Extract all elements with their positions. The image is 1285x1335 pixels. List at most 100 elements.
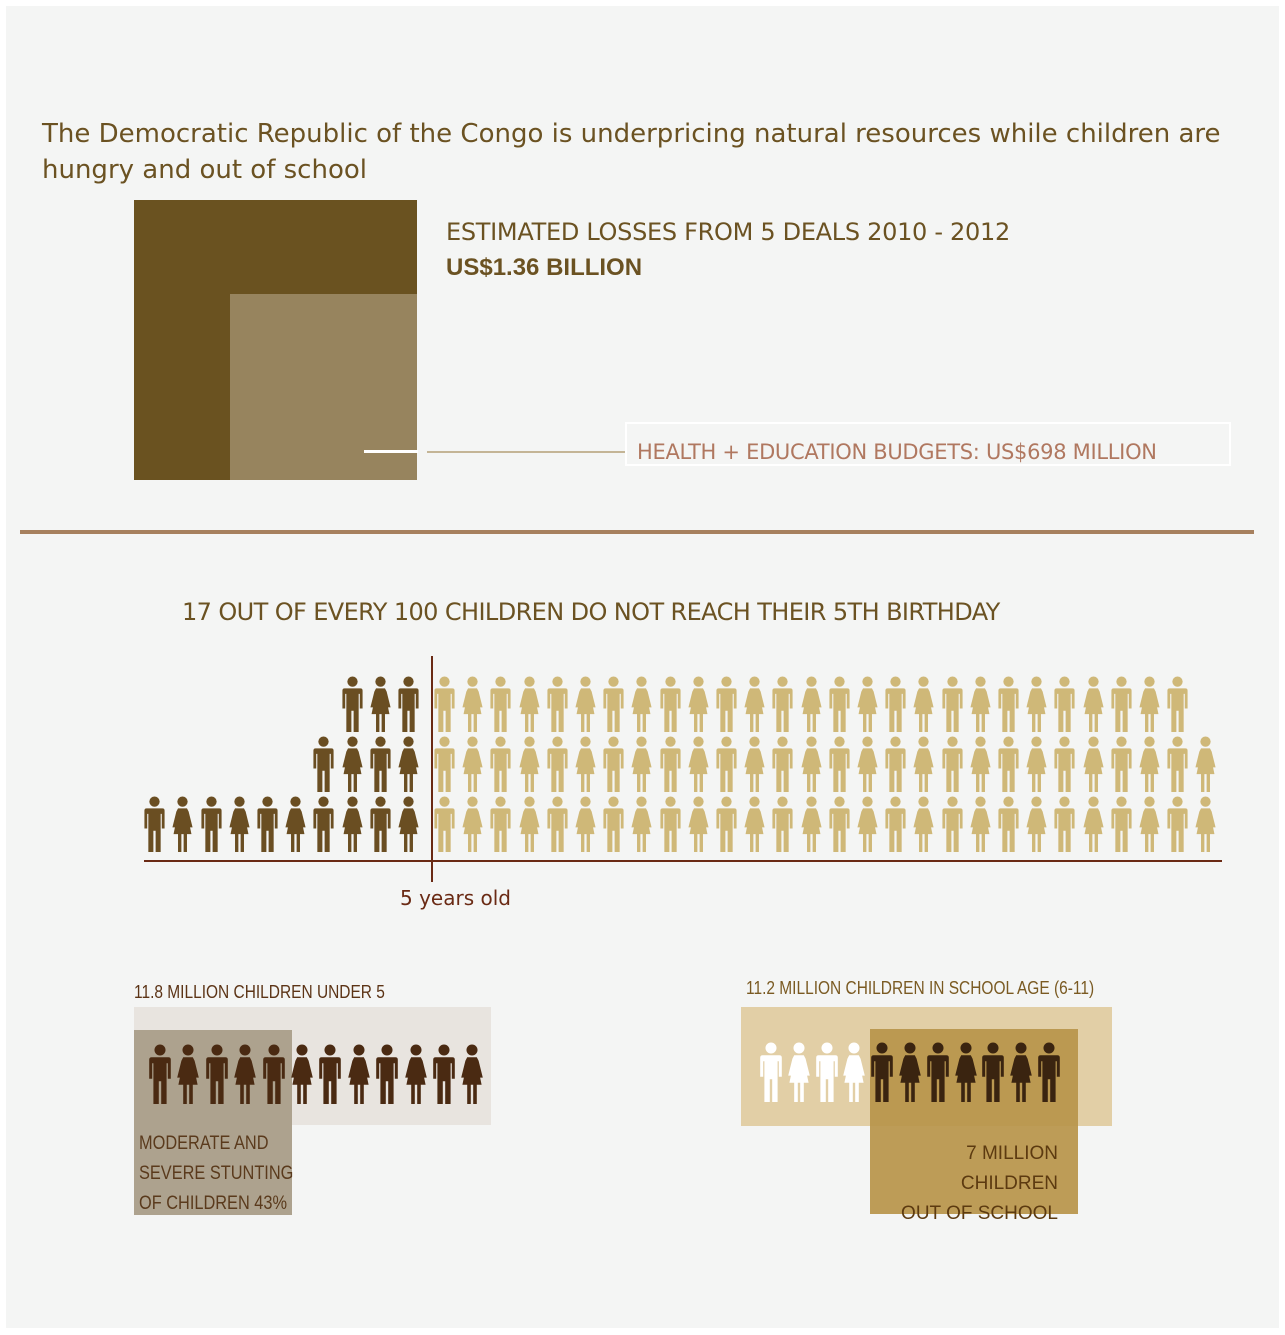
person-icon (148, 1044, 172, 1109)
person-icon (602, 676, 625, 737)
person-icon (912, 736, 935, 797)
person-icon (489, 736, 512, 797)
person-icon (856, 736, 879, 797)
person-icon (659, 796, 682, 857)
person-icon (815, 1042, 839, 1107)
person-icon (262, 1044, 286, 1109)
person-icon (574, 736, 597, 797)
person-icon (200, 796, 223, 857)
person-icon (1110, 796, 1133, 857)
person-icon (284, 796, 307, 857)
person-icon (687, 676, 710, 737)
person-icon (518, 736, 541, 797)
losses-label: ESTIMATED LOSSES FROM 5 DEALS 2010 - 201… (446, 218, 1010, 246)
person-icon (856, 796, 879, 857)
person-icon (828, 736, 851, 797)
person-icon (800, 736, 823, 797)
person-icon (828, 676, 851, 737)
person-icon (602, 736, 625, 797)
person-icon (489, 796, 512, 857)
person-icon (205, 1044, 229, 1109)
person-icon (630, 736, 653, 797)
person-icon (546, 796, 569, 857)
person-icon (941, 796, 964, 857)
person-icon (926, 1042, 950, 1107)
person-icon (759, 1042, 783, 1107)
mortality-title: 17 OUT OF EVERY 100 CHILDREN DO NOT REAC… (182, 598, 1000, 626)
person-icon (397, 676, 420, 737)
person-icon (659, 676, 682, 737)
person-icon (256, 796, 279, 857)
person-icon (1166, 676, 1189, 737)
person-icon (518, 676, 541, 737)
person-icon (369, 736, 392, 797)
person-icon (1194, 736, 1217, 797)
person-icon (341, 736, 364, 797)
person-icon (461, 736, 484, 797)
person-icon (743, 736, 766, 797)
person-icon (1166, 796, 1189, 857)
losses-value: US$1.36 BILLION (446, 254, 643, 281)
person-icon (574, 676, 597, 737)
headline: The Democratic Republic of the Congo is … (42, 119, 1221, 185)
person-icon (715, 796, 738, 857)
age-label: 5 years old (400, 886, 511, 910)
person-icon (787, 1042, 811, 1107)
person-icon (228, 796, 251, 857)
person-icon (1194, 796, 1217, 857)
person-icon (856, 676, 879, 737)
person-icon (969, 796, 992, 857)
person-icon (404, 1044, 428, 1109)
person-icon (771, 796, 794, 857)
person-icon (432, 1044, 456, 1109)
person-icon (602, 796, 625, 857)
person-icon (433, 796, 456, 857)
person-icon (433, 736, 456, 797)
person-icon (912, 676, 935, 737)
person-icon (369, 796, 392, 857)
person-icon (884, 796, 907, 857)
person-icon (312, 736, 335, 797)
person-icon (341, 676, 364, 737)
person-icon (341, 796, 364, 857)
person-icon (369, 676, 392, 737)
person-icon (1138, 796, 1161, 857)
person-icon (1053, 796, 1076, 857)
budget-pointer-tick (364, 450, 418, 453)
person-icon (1110, 676, 1133, 737)
person-icon (171, 796, 194, 857)
person-icon (1138, 676, 1161, 737)
person-icon (941, 736, 964, 797)
person-icon (397, 736, 420, 797)
person-icon (630, 676, 653, 737)
person-icon (546, 676, 569, 737)
person-icon (969, 676, 992, 737)
person-icon (630, 796, 653, 857)
person-icon (433, 676, 456, 737)
person-icon (461, 676, 484, 737)
under5-title: 11.8 MILLION CHILDREN UNDER 5 (134, 982, 385, 1002)
section-divider (20, 530, 1254, 534)
person-icon (1025, 796, 1048, 857)
person-icon (771, 676, 794, 737)
person-icon (397, 796, 420, 857)
person-icon (715, 736, 738, 797)
person-icon (1082, 736, 1105, 797)
person-icon (997, 796, 1020, 857)
person-icon (1025, 736, 1048, 797)
person-icon (800, 796, 823, 857)
person-icon (743, 796, 766, 857)
school-age-title: 11.2 MILLION CHILDREN IN SCHOOL AGE (6-1… (746, 978, 1095, 998)
person-icon (143, 796, 166, 857)
person-icon (687, 736, 710, 797)
person-icon (1082, 796, 1105, 857)
person-icon (842, 1042, 866, 1107)
person-icon (941, 676, 964, 737)
person-icon (1025, 676, 1048, 737)
person-icon (574, 796, 597, 857)
person-icon (290, 1044, 314, 1109)
person-icon (546, 736, 569, 797)
mortality-baseline (144, 860, 1222, 862)
person-icon (312, 796, 335, 857)
stunting-label: MODERATE AND SEVERE STUNTING OF CHILDREN… (139, 1133, 294, 1214)
